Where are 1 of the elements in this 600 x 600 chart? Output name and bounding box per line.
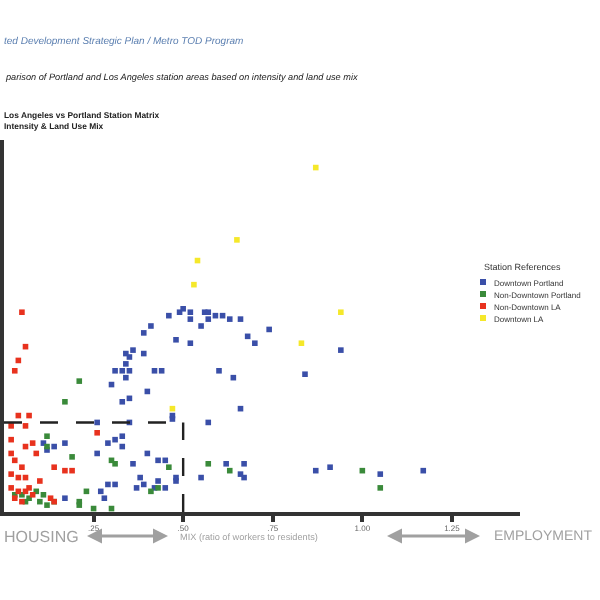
text: HOUSING — [4, 528, 79, 546]
